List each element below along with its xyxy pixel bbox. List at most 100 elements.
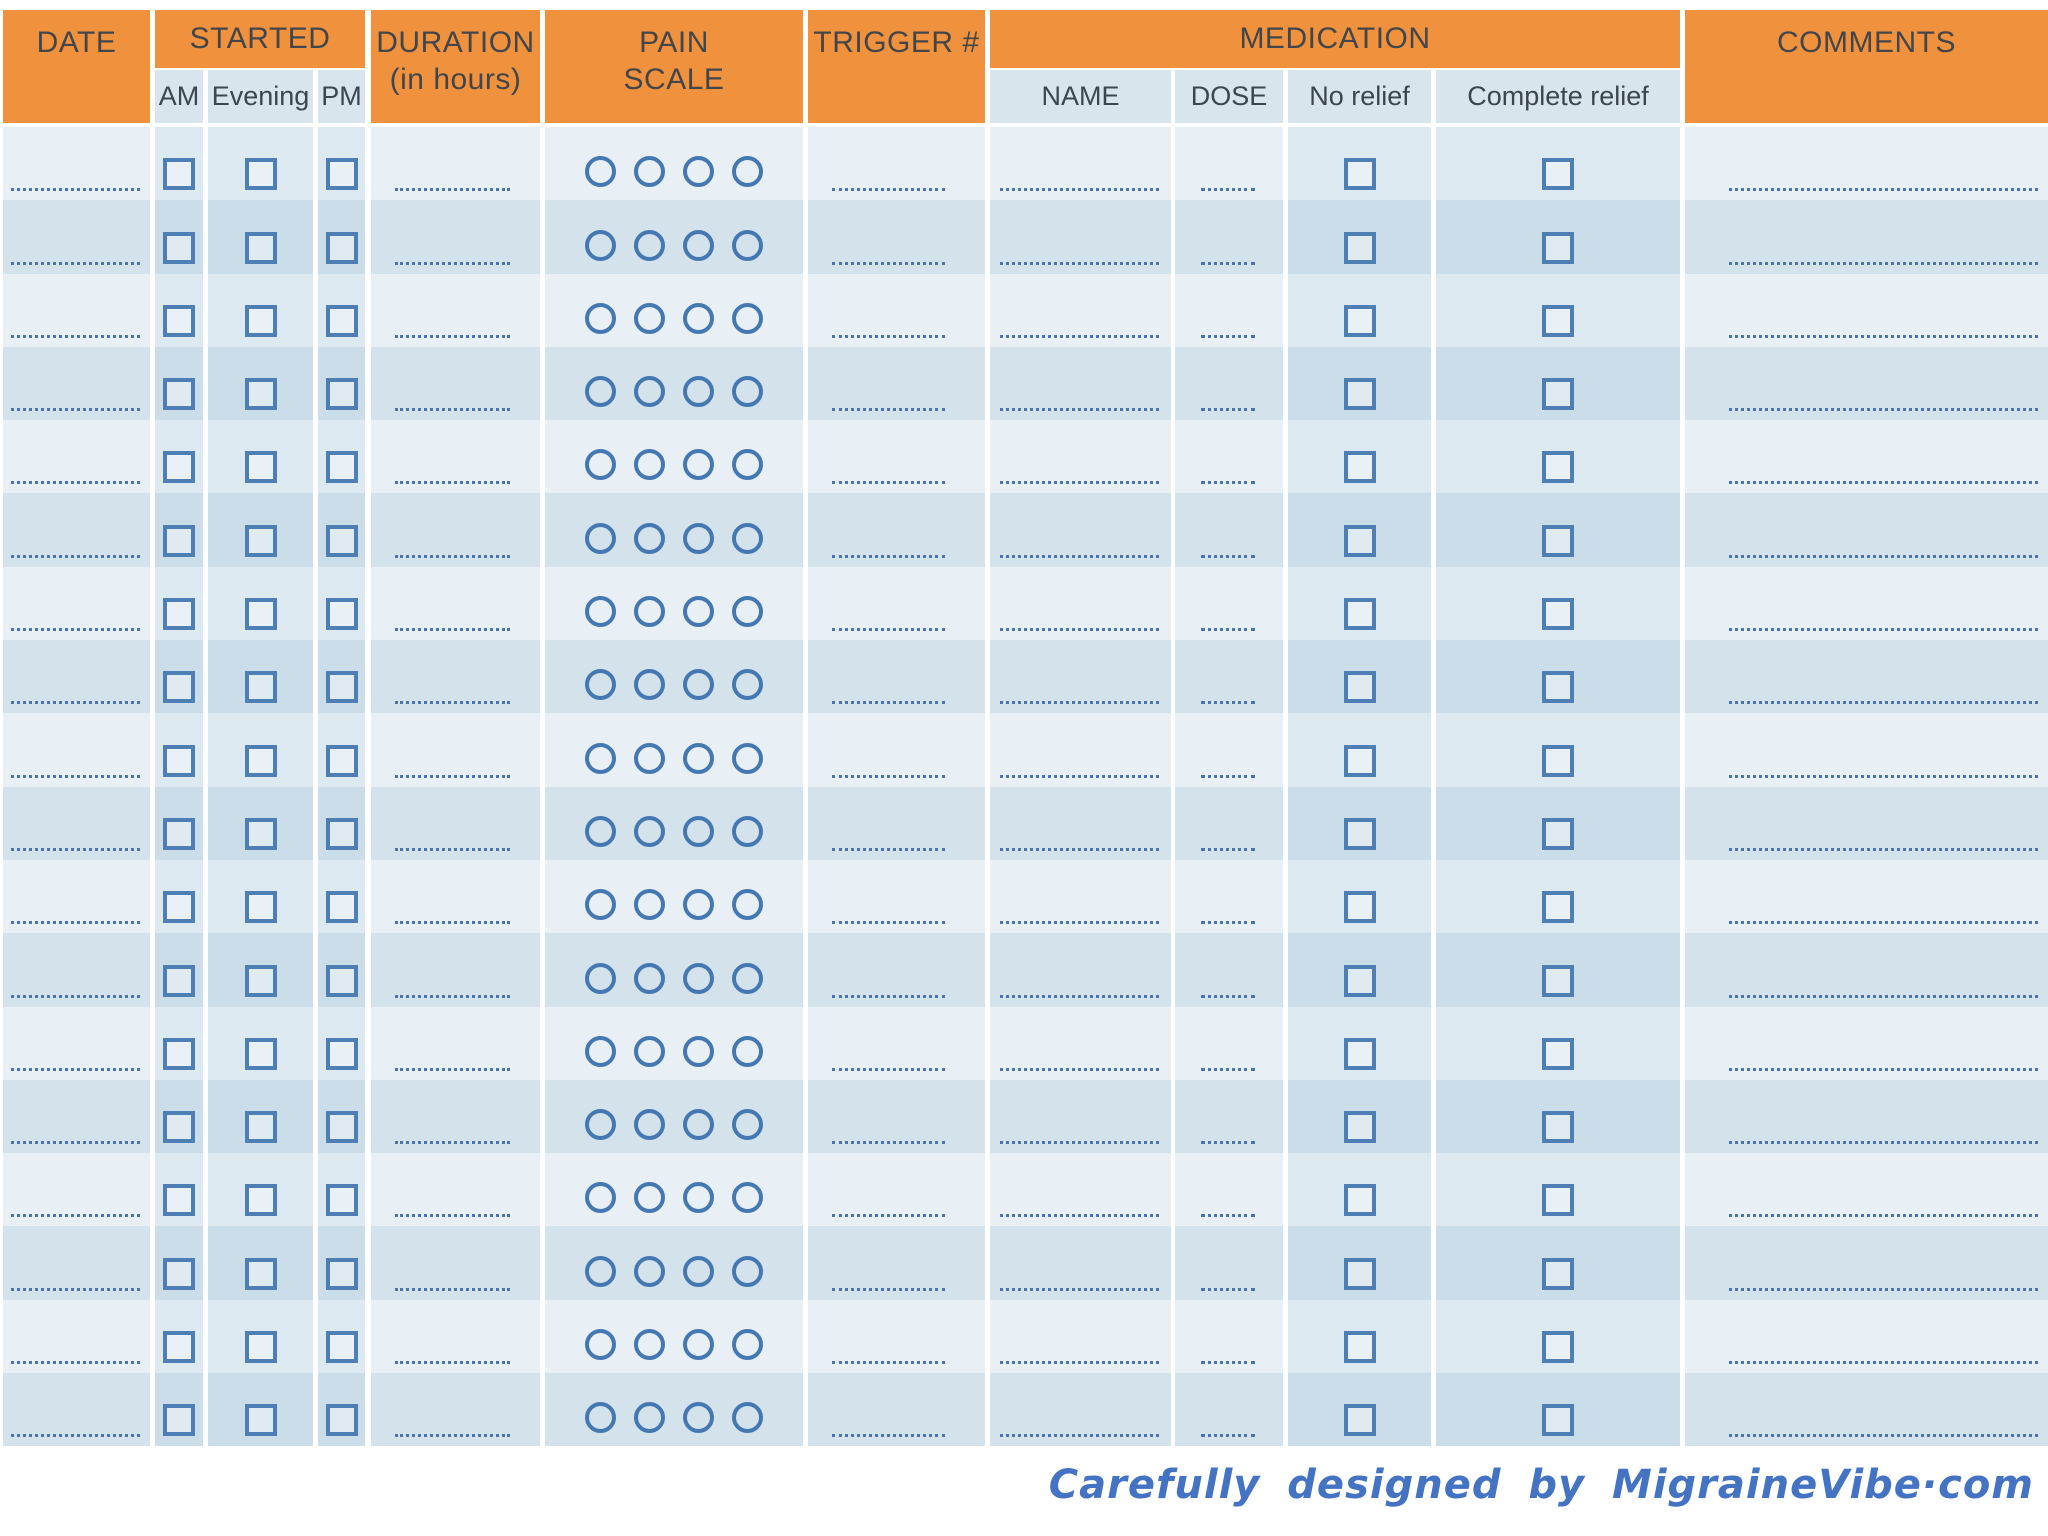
started-pm-checkbox[interactable]: [325, 671, 358, 704]
pain-scale-circle-2[interactable]: [634, 229, 665, 261]
no-relief-checkbox[interactable]: [1343, 158, 1376, 191]
no-relief-checkbox[interactable]: [1343, 451, 1376, 484]
started-am-checkbox[interactable]: [163, 378, 195, 411]
date-field[interactable]: [11, 701, 140, 705]
pain-scale-circle-1[interactable]: [585, 156, 616, 188]
pain-scale-circle-3[interactable]: [683, 376, 714, 408]
medication-dose-field[interactable]: [1201, 628, 1255, 632]
pain-scale-circle-4[interactable]: [732, 1109, 763, 1141]
date-field[interactable]: [11, 774, 140, 778]
medication-name-field[interactable]: [1000, 1141, 1159, 1145]
medication-dose-field[interactable]: [1201, 994, 1255, 998]
trigger-number-field[interactable]: [832, 994, 945, 998]
started-evening-checkbox[interactable]: [244, 524, 277, 557]
started-evening-checkbox[interactable]: [244, 1257, 277, 1290]
complete-relief-checkbox[interactable]: [1542, 158, 1574, 191]
medication-dose-field[interactable]: [1201, 1067, 1255, 1071]
comments-field[interactable]: [1729, 554, 2038, 558]
medication-name-field[interactable]: [1000, 701, 1159, 705]
date-field[interactable]: [11, 481, 140, 485]
medication-name-field[interactable]: [1000, 1067, 1159, 1071]
pain-scale-circle-3[interactable]: [683, 1182, 714, 1214]
pain-scale-circle-3[interactable]: [683, 962, 714, 994]
duration-field[interactable]: [395, 1141, 510, 1145]
comments-field[interactable]: [1729, 847, 2038, 851]
complete-relief-checkbox[interactable]: [1542, 964, 1574, 997]
pain-scale-circle-4[interactable]: [732, 376, 763, 408]
pain-scale-circle-1[interactable]: [585, 1182, 616, 1214]
started-am-checkbox[interactable]: [163, 1257, 195, 1290]
medication-dose-field[interactable]: [1201, 408, 1255, 412]
date-field[interactable]: [11, 1434, 140, 1438]
complete-relief-checkbox[interactable]: [1542, 891, 1574, 924]
complete-relief-checkbox[interactable]: [1542, 1257, 1574, 1290]
started-evening-checkbox[interactable]: [244, 1037, 277, 1070]
no-relief-checkbox[interactable]: [1343, 231, 1376, 264]
duration-field[interactable]: [395, 994, 510, 998]
medication-dose-field[interactable]: [1201, 554, 1255, 558]
pain-scale-circle-2[interactable]: [634, 962, 665, 994]
pain-scale-circle-3[interactable]: [683, 1402, 714, 1434]
medication-name-field[interactable]: [1000, 994, 1159, 998]
comments-field[interactable]: [1729, 921, 2038, 925]
started-am-checkbox[interactable]: [163, 891, 195, 924]
pain-scale-circle-1[interactable]: [585, 229, 616, 261]
medication-name-field[interactable]: [1000, 847, 1159, 851]
started-am-checkbox[interactable]: [163, 817, 195, 850]
started-evening-checkbox[interactable]: [244, 1331, 277, 1364]
pain-scale-circle-2[interactable]: [634, 449, 665, 481]
started-am-checkbox[interactable]: [163, 524, 195, 557]
comments-field[interactable]: [1729, 994, 2038, 998]
pain-scale-circle-4[interactable]: [732, 302, 763, 334]
started-am-checkbox[interactable]: [163, 671, 195, 704]
started-pm-checkbox[interactable]: [325, 1037, 358, 1070]
medication-dose-field[interactable]: [1201, 1214, 1255, 1218]
started-pm-checkbox[interactable]: [325, 231, 358, 264]
started-evening-checkbox[interactable]: [244, 671, 277, 704]
pain-scale-circle-4[interactable]: [732, 1255, 763, 1287]
trigger-number-field[interactable]: [832, 774, 945, 778]
started-evening-checkbox[interactable]: [244, 817, 277, 850]
pain-scale-circle-4[interactable]: [732, 229, 763, 261]
no-relief-checkbox[interactable]: [1343, 817, 1376, 850]
no-relief-checkbox[interactable]: [1343, 1184, 1376, 1217]
pain-scale-circle-2[interactable]: [634, 302, 665, 334]
date-field[interactable]: [11, 1287, 140, 1291]
comments-field[interactable]: [1729, 1434, 2038, 1438]
pain-scale-circle-4[interactable]: [732, 1329, 763, 1361]
pain-scale-circle-1[interactable]: [585, 449, 616, 481]
pain-scale-circle-2[interactable]: [634, 669, 665, 701]
no-relief-checkbox[interactable]: [1343, 1404, 1376, 1437]
no-relief-checkbox[interactable]: [1343, 598, 1376, 631]
started-am-checkbox[interactable]: [163, 1404, 195, 1437]
pain-scale-circle-2[interactable]: [634, 522, 665, 554]
no-relief-checkbox[interactable]: [1343, 671, 1376, 704]
pain-scale-circle-3[interactable]: [683, 1329, 714, 1361]
trigger-number-field[interactable]: [832, 1141, 945, 1145]
pain-scale-circle-3[interactable]: [683, 1035, 714, 1067]
complete-relief-checkbox[interactable]: [1542, 1331, 1574, 1364]
pain-scale-circle-4[interactable]: [732, 1402, 763, 1434]
date-field[interactable]: [11, 554, 140, 558]
pain-scale-circle-4[interactable]: [732, 449, 763, 481]
trigger-number-field[interactable]: [832, 408, 945, 412]
date-field[interactable]: [11, 921, 140, 925]
duration-field[interactable]: [395, 261, 510, 265]
comments-field[interactable]: [1729, 408, 2038, 412]
duration-field[interactable]: [395, 774, 510, 778]
pain-scale-circle-2[interactable]: [634, 742, 665, 774]
pain-scale-circle-2[interactable]: [634, 156, 665, 188]
started-evening-checkbox[interactable]: [244, 158, 277, 191]
pain-scale-circle-1[interactable]: [585, 522, 616, 554]
started-evening-checkbox[interactable]: [244, 964, 277, 997]
medication-name-field[interactable]: [1000, 188, 1159, 192]
pain-scale-circle-1[interactable]: [585, 742, 616, 774]
started-pm-checkbox[interactable]: [325, 891, 358, 924]
complete-relief-checkbox[interactable]: [1542, 231, 1574, 264]
complete-relief-checkbox[interactable]: [1542, 1111, 1574, 1144]
trigger-number-field[interactable]: [832, 847, 945, 851]
duration-field[interactable]: [395, 334, 510, 338]
pain-scale-circle-4[interactable]: [732, 669, 763, 701]
pain-scale-circle-4[interactable]: [732, 156, 763, 188]
duration-field[interactable]: [395, 701, 510, 705]
